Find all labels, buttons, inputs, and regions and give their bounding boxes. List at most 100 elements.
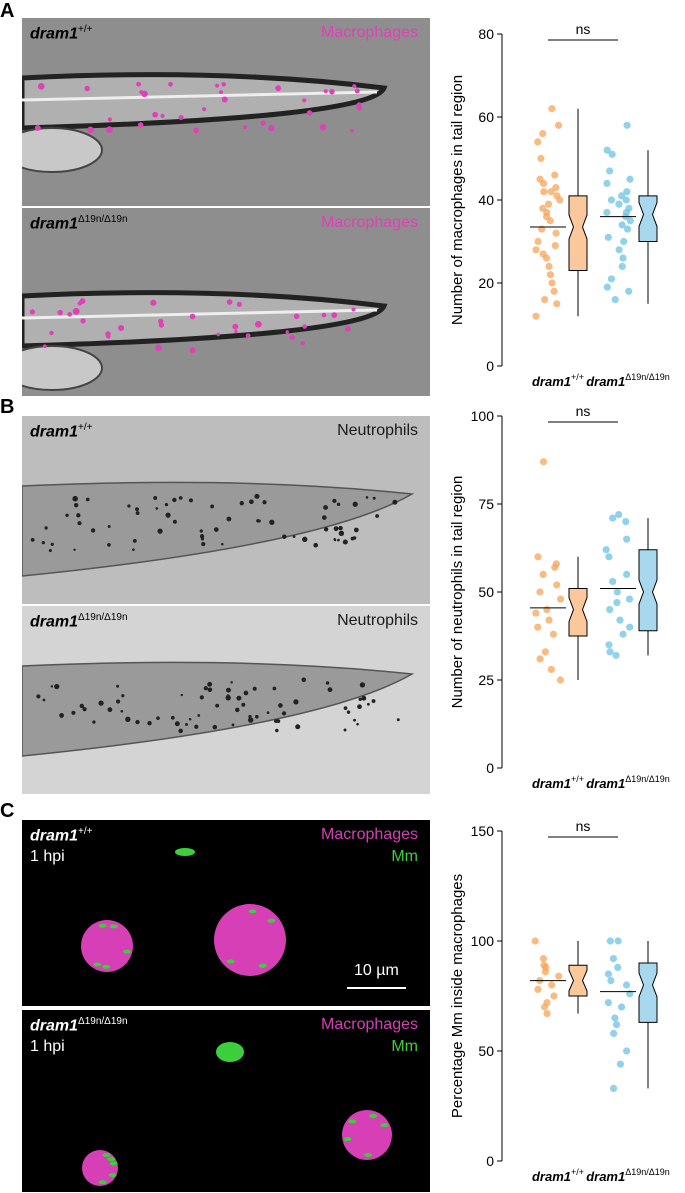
macrophage-cell [354,88,360,94]
neutrophil-cell [50,542,54,546]
data-point [623,225,632,233]
mm-bacteria [369,1113,378,1118]
box-plot [568,964,588,997]
neutrophil-cell [172,497,177,503]
data-point [612,1021,621,1029]
channel2-label: Mm [391,1038,418,1055]
neutrophil-cell [79,703,85,709]
y-axis-label: Percentage Mm inside macrophages [449,874,466,1118]
micrograph-b-wildtype: dram1+/+ Neutrophils [22,416,430,604]
neutrophil-cell [132,538,137,543]
data-point [623,188,631,196]
channel-label: Macrophages [321,214,418,231]
data-point [603,208,611,217]
neutrophil-cell [180,693,183,697]
y-tick-label: 20 [478,275,494,291]
neutrophil-cell [30,537,35,542]
data-point [609,955,618,963]
micrograph-canvas [22,18,430,206]
micrograph-b-mutant: dram1Δ19n/Δ19n Neutrophils [22,606,430,794]
neutrophil-cell [98,700,104,706]
genotype-superscript: +/+ [78,826,93,837]
neutrophil-cell [343,706,348,710]
panel-letter-b: B [0,396,15,418]
tail-outline [22,290,388,349]
notochord [22,90,378,102]
data-point [603,283,611,291]
macrophage-cell [29,309,35,315]
y-tick-label: 150 [471,823,495,839]
neutrophil-cell [262,500,267,505]
neutrophil-cell [249,499,254,505]
macrophage-cell [136,81,142,87]
macrophage-cell [215,83,220,88]
macrophage-cell [106,126,113,133]
data-point [622,196,630,204]
mm-bacteria [98,923,107,928]
data-point [609,514,617,522]
data-point [623,535,631,543]
genotype-name: dram1 [30,25,79,43]
neutrophil-cell [188,498,193,503]
data-point [542,254,551,262]
macrophage-cell [234,329,238,334]
data-point [608,150,616,158]
data-point [539,458,548,466]
neutrophil-cell [188,717,192,721]
macrophage-cell [118,324,125,332]
mm-bacteria [248,909,257,914]
macrophage-cell [189,313,196,320]
data-point [626,175,634,183]
neutrophil-cell [178,728,183,734]
data-point [623,1047,631,1055]
macrophage-cell [137,122,144,128]
x-tick-superscript: Δ19n/Δ19n [625,774,670,784]
data-point [532,609,540,617]
macrophage-cell [254,320,262,328]
mm-bacteria [226,959,235,964]
tail-outline [22,661,415,757]
y-axis-label: Number of macrophages in tail region [449,75,466,325]
neutrophil-cell [116,699,121,704]
data-point [551,242,559,250]
neutrophil-cell [357,704,362,710]
neutrophil-cell [295,724,301,730]
neutrophil-cell [365,496,369,499]
macrophage-cell [260,120,266,126]
data-point [612,651,620,659]
genotype-label: dram1Δ19n/Δ19n [30,612,128,631]
data-point [606,606,614,614]
data-point [546,271,555,279]
data-point [539,955,548,963]
data-point [623,121,631,129]
neutrophil-cell [166,514,170,518]
mm-bacteria [102,964,111,969]
macrophage-cell [236,301,242,307]
data-point [555,972,563,980]
data-point [553,300,561,308]
genotype-label: dram1+/+ [30,422,93,441]
channel-label: Neutrophils [337,422,418,439]
neutrophil-cell [281,711,287,716]
micrograph-canvas [22,416,430,604]
neutrophil-cell [254,714,259,719]
neutrophil-cell [42,698,46,702]
data-point [603,179,611,187]
macrophage-cell [150,299,157,306]
data-point [541,968,550,976]
neutrophil-cell [372,496,376,500]
channel-label: Neutrophils [337,612,418,629]
neutrophil-cell [199,534,205,539]
data-point [539,570,547,578]
data-point [531,937,539,945]
data-point [543,1010,551,1018]
y-tick-label: 60 [478,109,494,125]
neutrophil-cell [135,511,140,515]
neutrophil-cell [293,699,299,705]
data-point [541,296,549,304]
neutrophil-cell [54,683,60,690]
data-point [534,237,542,246]
neutrophil-cell [273,719,278,724]
data-point [552,229,560,237]
macrophage-cell [306,110,313,116]
